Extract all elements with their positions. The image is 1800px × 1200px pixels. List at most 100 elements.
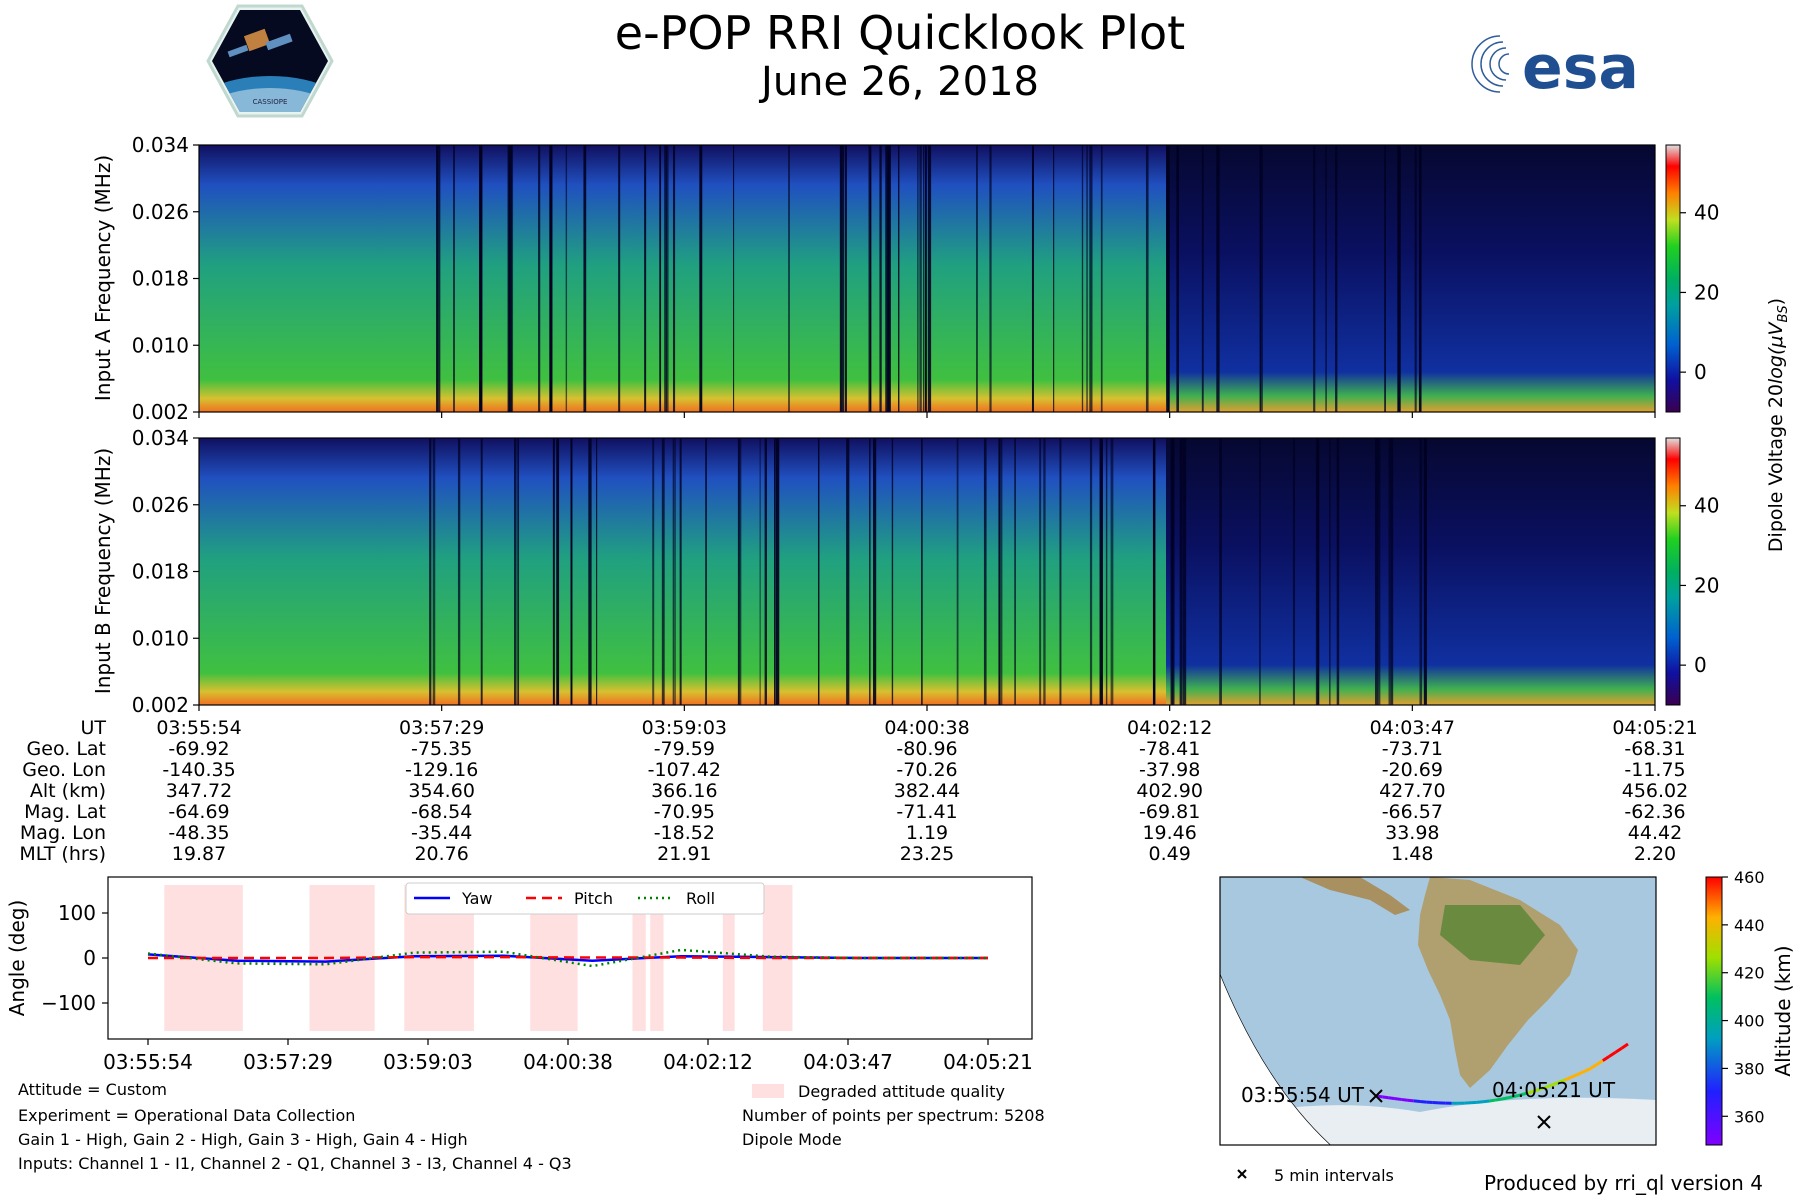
ephemeris-cell: 456.02 <box>1622 780 1688 802</box>
dropout-line <box>1170 438 1173 705</box>
orbit-segment <box>1501 1096 1509 1101</box>
orbit-segment <box>1495 1097 1503 1102</box>
attitude-xtick-label: 04:00:38 <box>523 1050 613 1074</box>
dropout-line <box>846 438 850 705</box>
ephemeris-cell: 44.42 <box>1628 822 1682 844</box>
ytick-label: 0.034 <box>132 133 189 157</box>
orbit-segment <box>1608 1051 1617 1058</box>
dropout-line <box>565 145 568 412</box>
ephemeris-cell: -66.57 <box>1382 801 1443 823</box>
colorbar-tick-label: 20 <box>1694 573 1719 597</box>
ephemeris-row-label: Mag. Lon <box>20 822 106 844</box>
dropout-line <box>1099 438 1103 705</box>
orbit-segment <box>1407 1098 1414 1103</box>
orbit-track <box>1375 1042 1629 1105</box>
dropout-line <box>665 145 669 412</box>
dropout-line <box>1313 145 1316 412</box>
ytick-label: 0.002 <box>132 400 189 424</box>
dropout-line <box>844 145 847 412</box>
dropout-line <box>1329 438 1331 705</box>
ephemeris-row-label: MLT (hrs) <box>19 843 106 865</box>
footer-credit: Produced by rri_ql version 4 <box>1484 1171 1763 1195</box>
ephemeris-cell: -73.71 <box>1382 738 1443 760</box>
orbit-segment <box>1507 1094 1515 1100</box>
orbit-segment <box>1388 1096 1396 1101</box>
dropout-line <box>618 145 621 412</box>
marker-legend-label: 5 min intervals <box>1274 1166 1394 1185</box>
info-gains: Gain 1 - High, Gain 2 - High, Gain 3 - H… <box>18 1130 468 1149</box>
dropout-line <box>1423 438 1427 705</box>
altitude-tick-label: 420 <box>1734 964 1765 983</box>
ephemeris-cell: 03:59:03 <box>642 717 727 739</box>
dropout-line <box>1089 145 1093 412</box>
colorbar-ticks: 40 20 0 40 20 0 <box>1680 201 1719 677</box>
dropout-line <box>652 438 655 705</box>
dropout-line <box>738 438 742 705</box>
orbit-segment <box>1601 1055 1610 1062</box>
ephemeris-cell: 04:05:21 <box>1612 717 1697 739</box>
dropout-line <box>515 438 517 705</box>
orbit-start-marker <box>1369 1089 1383 1103</box>
colorbar-tick-label: 0 <box>1694 653 1707 677</box>
dropout-line <box>1259 438 1261 705</box>
dropout-line <box>1219 438 1222 705</box>
altitude-colorbar-label: Altitude (km) <box>1771 945 1795 1076</box>
attitude-series-roll <box>147 948 988 968</box>
ephemeris-cell: -69.92 <box>168 738 229 760</box>
orbit-segment <box>1614 1046 1623 1054</box>
dropout-line <box>927 145 932 412</box>
orbit-segment <box>1489 1098 1496 1103</box>
attitude-xtick-label: 04:02:12 <box>663 1050 753 1074</box>
attitude-axes: 100 0 −100 03:55:54 03:57:29 03:59:03 04:00:38… <box>41 901 1033 1074</box>
dropout-line <box>514 438 516 705</box>
dropout-line <box>879 145 882 412</box>
ephemeris-row-label: Geo. Lon <box>22 759 106 781</box>
ephemeris-row-label: UT <box>80 717 106 739</box>
spectrogram-a-ylabel: Input A Frequency (MHz) <box>91 155 115 401</box>
ephemeris-cell: 382.44 <box>894 780 960 802</box>
colorbar-b <box>1665 437 1681 706</box>
altitude-tick-label: 440 <box>1734 916 1765 935</box>
dropout-line <box>1152 438 1156 705</box>
dropout-line <box>1081 145 1084 412</box>
dropout-line <box>705 438 707 705</box>
dropout-line <box>480 438 483 705</box>
ephemeris-cell: 03:55:54 <box>156 717 241 739</box>
dropout-line <box>775 438 780 705</box>
dropout-line <box>437 145 441 412</box>
ephemeris-row-label: Geo. Lat <box>27 738 106 760</box>
degraded-legend-patch <box>752 1084 784 1098</box>
ephemeris-cell: -18.52 <box>654 822 715 844</box>
info-points: Number of points per spectrum: 5208 <box>742 1106 1045 1125</box>
ephemeris-cell: -78.41 <box>1139 738 1200 760</box>
spectrogram-a-dropouts <box>436 145 1422 412</box>
orbit-segment <box>1589 1063 1598 1070</box>
attitude-xtick-label: 04:03:47 <box>803 1050 893 1074</box>
dropout-line <box>774 438 776 705</box>
dropout-line <box>733 145 735 412</box>
dropout-line <box>549 145 553 412</box>
orbit-segment <box>1413 1099 1421 1104</box>
dropout-line <box>436 145 438 412</box>
dropout-line <box>817 438 820 705</box>
orbit-segment <box>1394 1097 1402 1101</box>
dropout-line <box>1176 145 1179 412</box>
dropout-line <box>457 438 461 705</box>
dropout-line <box>870 145 872 412</box>
ephemeris-cell: -68.31 <box>1624 738 1685 760</box>
dropout-line <box>672 438 674 705</box>
altitude-tick-label: 400 <box>1734 1012 1765 1031</box>
dropout-line <box>956 438 959 705</box>
info-degraded-label: Degraded attitude quality <box>798 1082 1005 1101</box>
dropout-line <box>644 145 647 412</box>
dropout-line <box>672 145 676 412</box>
dropout-line <box>983 438 987 705</box>
dropout-line <box>1166 145 1168 412</box>
dropout-line <box>885 145 889 412</box>
dropout-line <box>570 438 573 705</box>
dropout-line <box>538 145 541 412</box>
orbit-segment <box>1539 1085 1547 1091</box>
orbit-segment <box>1520 1091 1528 1097</box>
info-experiment: Experiment = Operational Data Collection <box>18 1106 356 1125</box>
antarctica-landmass <box>1220 1097 1656 1145</box>
